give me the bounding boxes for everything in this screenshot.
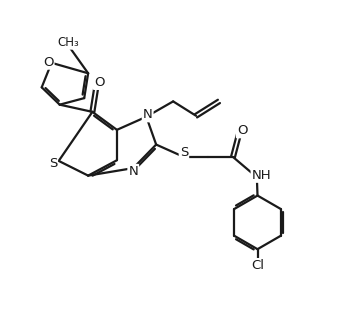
Text: CH₃: CH₃ <box>57 36 79 49</box>
Text: NH: NH <box>252 169 271 182</box>
Text: O: O <box>43 56 53 69</box>
Text: S: S <box>49 157 57 170</box>
Text: S: S <box>180 146 188 159</box>
Text: Cl: Cl <box>251 259 264 272</box>
Text: N: N <box>128 165 138 178</box>
Text: N: N <box>143 108 152 121</box>
Text: O: O <box>237 124 247 137</box>
Text: O: O <box>94 76 105 89</box>
